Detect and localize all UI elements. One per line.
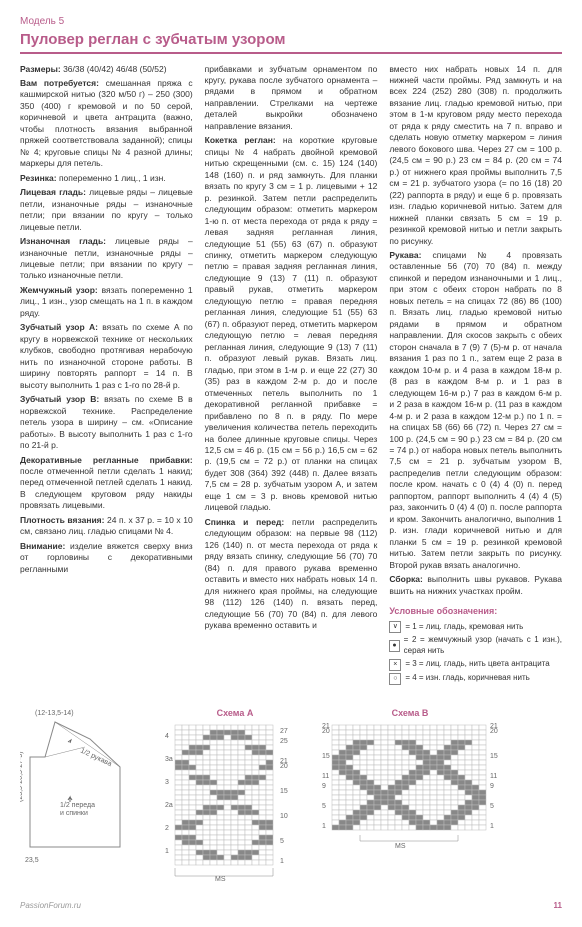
title-divider	[20, 52, 562, 54]
garment-schematic: 1/2 переда и спинки 1/2 рукава 23,5 (23,…	[20, 707, 150, 886]
svg-text:и спинки: и спинки	[60, 810, 88, 817]
svg-text:4: 4	[165, 733, 169, 740]
watermark: PassionForum.ru	[20, 901, 81, 912]
page-footer: PassionForum.ru 11	[20, 901, 562, 912]
svg-text:1: 1	[490, 823, 494, 830]
schema-b-label: Схема B	[320, 707, 500, 719]
schema-a-label: Схема A	[160, 707, 310, 719]
svg-text:1: 1	[322, 823, 326, 830]
svg-text:5: 5	[280, 838, 284, 845]
legend: ∨= 1 = лиц. гладь, кремовая нить●= 2 = ж…	[389, 621, 562, 685]
svg-text:11: 11	[322, 773, 329, 780]
text-columns: Размеры: 36/38 (40/42) 46/48 (50/52)Вам …	[20, 64, 562, 687]
column-3: вместо них набрать новых 14 п. для нижне…	[389, 64, 562, 687]
svg-text:9: 9	[322, 783, 326, 790]
svg-text:21: 21	[490, 723, 498, 730]
schema-a-container: Схема A 1510152021252743a32a21 MS	[160, 707, 310, 886]
svg-text:5: 5	[322, 803, 326, 810]
svg-text:3: 3	[165, 779, 169, 786]
model-number: Модель 5	[20, 15, 562, 29]
page-number: 11	[554, 901, 562, 912]
svg-text:25: 25	[280, 738, 288, 745]
svg-text:MS: MS	[215, 876, 226, 883]
svg-text:27: 27	[280, 728, 288, 735]
svg-text:MS: MS	[395, 843, 406, 850]
svg-text:3a: 3a	[165, 756, 173, 763]
diagrams-row: 1/2 переда и спинки 1/2 рукава 23,5 (23,…	[20, 707, 562, 886]
svg-text:10: 10	[280, 813, 288, 820]
svg-text:21: 21	[322, 723, 330, 730]
svg-text:5: 5	[490, 803, 494, 810]
svg-text:11: 11	[490, 773, 497, 780]
svg-text:2a: 2a	[165, 802, 173, 809]
svg-text:2: 2	[165, 825, 169, 832]
svg-text:9: 9	[490, 783, 494, 790]
page-title: Пуловер реглан с зубчатым узором	[20, 31, 562, 49]
svg-text:15: 15	[280, 788, 288, 795]
svg-text:(12-13,5-14): (12-13,5-14)	[35, 710, 74, 717]
schema-b-container: Схема B 1155991111151520202121 MS	[320, 707, 500, 886]
column-1: Размеры: 36/38 (40/42) 46/48 (50/52)Вам …	[20, 64, 193, 687]
column-2: прибавками и зубчатым орнаментом по круг…	[205, 64, 378, 687]
svg-text:21: 21	[280, 758, 288, 765]
svg-text:1: 1	[280, 858, 284, 865]
svg-text:1: 1	[165, 848, 169, 855]
schema-a-chart: 1510152021252743a32a21 MS	[160, 723, 310, 883]
schema-b-chart: 1155991111151520202121 MS	[320, 723, 500, 853]
svg-text:23,5: 23,5	[25, 857, 39, 864]
legend-title: Условные обозначения:	[389, 605, 562, 617]
svg-text:15: 15	[490, 753, 498, 760]
svg-text:15: 15	[322, 753, 330, 760]
body-label: 1/2 переда	[60, 802, 95, 809]
svg-text:(23,5-26,5-27-5): (23,5-26,5-27-5)	[20, 751, 24, 802]
